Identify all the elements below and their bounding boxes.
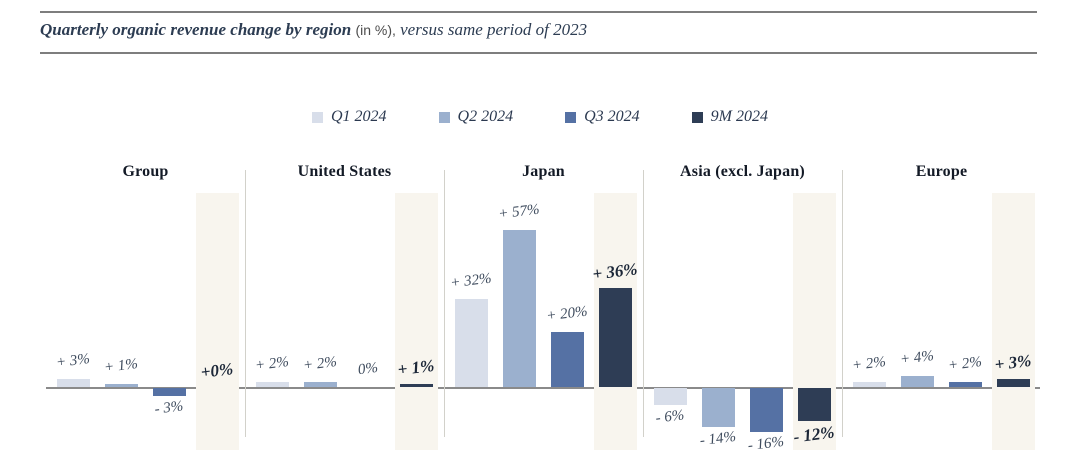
region-divider (842, 170, 843, 437)
bar (550, 332, 584, 387)
region-header: Asia (excl. Japan) (680, 163, 805, 180)
legend-label: Q2 2024 (457, 108, 514, 125)
bar (152, 388, 186, 397)
bar (948, 381, 982, 387)
nine-month-highlight-band (195, 193, 239, 450)
bar (598, 288, 632, 387)
region-header: Group (122, 163, 169, 180)
legend: Q1 2024 Q2 2024 Q3 2024 9M 2024 (0, 106, 1080, 128)
bar-value-label: + 57% (497, 201, 541, 223)
legend-label: Q1 2024 (330, 108, 387, 125)
legend-item: Q2 2024 (438, 108, 514, 126)
bar (502, 230, 536, 387)
bar (303, 381, 337, 387)
header-bottom-rule (40, 52, 1037, 54)
header-top-rule (40, 11, 1037, 13)
region-header: Japan (522, 163, 565, 180)
region-divider (245, 170, 246, 437)
region-header: United States (297, 163, 392, 180)
region-header: Europe (915, 163, 968, 180)
bar (454, 299, 488, 387)
bar (797, 388, 831, 421)
legend-item: Q1 2024 (311, 108, 387, 126)
bar (749, 388, 783, 432)
legend-swatch-icon (565, 111, 577, 123)
legend-swatch-icon (311, 111, 323, 123)
legend-item: Q3 2024 (565, 108, 640, 126)
chart-title-main: Quarterly organic revenue change by regi… (40, 20, 352, 39)
region-divider (444, 170, 445, 437)
chart-title-unit: (in %), (355, 22, 396, 38)
chart-title: Quarterly organic revenue change by regi… (40, 20, 587, 40)
nine-month-highlight-band (394, 193, 438, 450)
bar (56, 378, 90, 387)
bar (653, 388, 687, 405)
bar (996, 378, 1030, 387)
bar (255, 381, 289, 387)
bar-value-label: - 6% (654, 406, 686, 427)
legend-label: 9M 2024 (710, 108, 768, 125)
bar (701, 388, 735, 427)
legend-label: Q3 2024 (584, 108, 640, 125)
bar-value-label: + 32% (449, 270, 493, 292)
zero-axis-line (46, 387, 1040, 389)
region-divider (643, 170, 644, 437)
bar (104, 384, 138, 387)
bar (900, 376, 934, 387)
chart-title-comparison: versus same period of 2023 (400, 20, 588, 39)
legend-item: 9M 2024 (691, 108, 768, 126)
legend-swatch-icon (691, 111, 703, 123)
nine-month-highlight-band (991, 193, 1035, 450)
bar (399, 384, 433, 387)
legend-swatch-icon (438, 111, 450, 123)
bar (852, 381, 886, 387)
